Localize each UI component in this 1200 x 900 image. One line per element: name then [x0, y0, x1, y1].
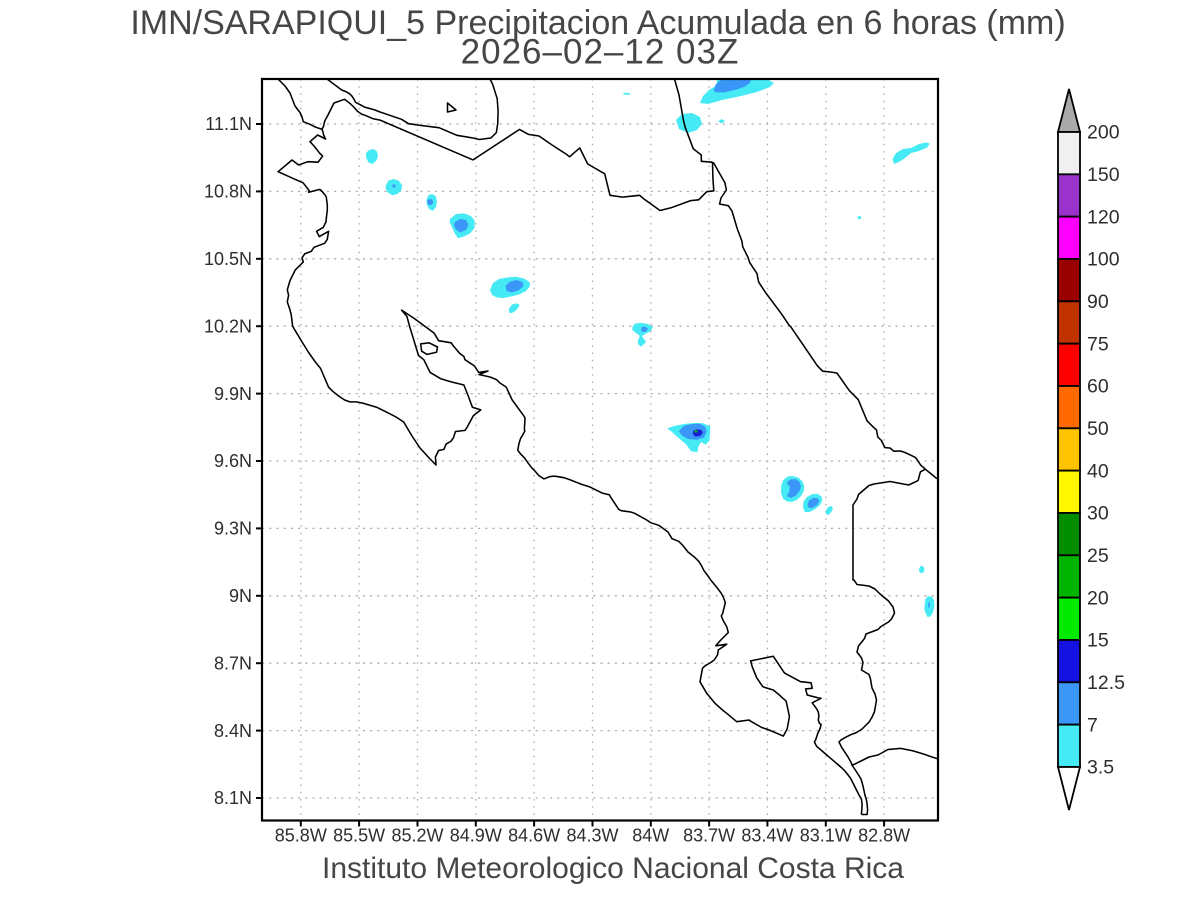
svg-text:84.3W: 84.3W — [566, 826, 618, 846]
svg-text:75: 75 — [1087, 333, 1109, 355]
svg-text:40: 40 — [1087, 460, 1109, 482]
svg-text:8.4N: 8.4N — [214, 721, 252, 741]
svg-text:3.5: 3.5 — [1087, 757, 1114, 779]
svg-text:10.2N: 10.2N — [204, 316, 252, 336]
svg-text:50: 50 — [1087, 418, 1109, 440]
svg-text:8.1N: 8.1N — [214, 788, 252, 808]
svg-text:11.1N: 11.1N — [205, 114, 252, 134]
svg-text:90: 90 — [1087, 291, 1109, 313]
svg-text:Instituto Meteorologico Nacion: Instituto Meteorologico Nacional Costa R… — [322, 852, 904, 885]
svg-text:120: 120 — [1087, 206, 1120, 228]
svg-text:83.7W: 83.7W — [683, 826, 735, 846]
svg-text:100: 100 — [1087, 249, 1120, 271]
svg-text:10.5N: 10.5N — [204, 249, 252, 269]
svg-text:82.8W: 82.8W — [858, 826, 910, 846]
svg-text:IMN/SARAPIQUI_5 Precipitacion: IMN/SARAPIQUI_5 Precipitacion Acumulada … — [130, 4, 1065, 42]
svg-text:25: 25 — [1087, 545, 1109, 567]
svg-text:7: 7 — [1087, 714, 1098, 736]
svg-text:9N: 9N — [229, 586, 252, 606]
svg-text:85.5W: 85.5W — [333, 826, 385, 846]
svg-text:84W: 84W — [632, 826, 669, 846]
svg-text:15: 15 — [1087, 630, 1109, 652]
svg-text:85.2W: 85.2W — [391, 826, 443, 846]
svg-text:9.3N: 9.3N — [214, 519, 252, 539]
svg-text:150: 150 — [1087, 164, 1120, 186]
svg-text:9.9N: 9.9N — [214, 384, 252, 404]
svg-text:12.5: 12.5 — [1087, 672, 1125, 694]
svg-text:200: 200 — [1087, 122, 1120, 144]
svg-text:60: 60 — [1087, 376, 1109, 398]
svg-text:83.1W: 83.1W — [800, 826, 852, 846]
svg-text:2026–02–12 03Z: 2026–02–12 03Z — [461, 33, 740, 72]
svg-text:10.8N: 10.8N — [204, 182, 252, 202]
svg-text:83.4W: 83.4W — [741, 826, 793, 846]
svg-text:84.9W: 84.9W — [450, 826, 502, 846]
svg-text:85.8W: 85.8W — [275, 826, 327, 846]
svg-text:84.6W: 84.6W — [508, 826, 560, 846]
svg-text:8.7N: 8.7N — [214, 653, 252, 673]
svg-text:30: 30 — [1087, 503, 1109, 525]
svg-text:9.6N: 9.6N — [214, 451, 252, 471]
svg-text:20: 20 — [1087, 587, 1109, 609]
